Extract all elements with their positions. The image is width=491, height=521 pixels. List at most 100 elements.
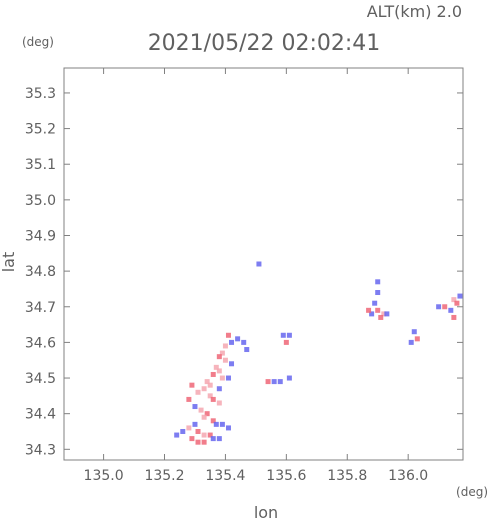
echo-point xyxy=(201,414,207,420)
y-tick-label: 35.0 xyxy=(25,193,56,209)
x-axis-label: lon xyxy=(254,503,278,521)
echo-point xyxy=(229,361,235,367)
x-tick-label: 136.0 xyxy=(388,468,428,484)
echo-point xyxy=(216,436,222,442)
x-tick-label: 135.8 xyxy=(327,468,367,484)
echo-point xyxy=(210,371,216,377)
echo-point xyxy=(448,307,454,313)
y-tick-label: 35.2 xyxy=(25,122,56,138)
echo-point xyxy=(195,428,201,434)
echo-point xyxy=(225,375,231,381)
echo-point xyxy=(384,311,390,317)
y-tick-label: 34.5 xyxy=(25,371,56,387)
echo-point xyxy=(271,379,277,385)
plot-frame xyxy=(63,67,464,461)
x-tick-label: 135.6 xyxy=(266,468,306,484)
echo-point xyxy=(451,297,457,303)
echo-point xyxy=(216,400,222,406)
echo-point xyxy=(366,307,372,313)
echo-point xyxy=(222,357,228,363)
echo-point xyxy=(283,339,289,345)
echo-point xyxy=(286,332,292,338)
echo-point xyxy=(286,375,292,381)
echo-point xyxy=(201,386,207,392)
echo-point xyxy=(174,432,180,438)
echo-point xyxy=(256,261,262,267)
echo-point xyxy=(219,421,225,427)
y-tick-label: 35.1 xyxy=(25,157,56,173)
echo-point xyxy=(414,336,420,342)
echo-point xyxy=(375,307,381,313)
echo-point xyxy=(210,418,216,424)
echo-point xyxy=(265,379,271,385)
echo-point xyxy=(207,432,213,438)
echo-point xyxy=(219,375,225,381)
echo-point xyxy=(378,314,384,320)
y-tick-label: 34.3 xyxy=(25,442,56,458)
echo-point xyxy=(195,389,201,395)
x-unit-label: (deg) xyxy=(456,485,488,499)
echo-point xyxy=(451,314,457,320)
echo-point xyxy=(375,279,381,285)
x-tick-label: 135.0 xyxy=(84,468,124,484)
echo-point xyxy=(204,379,210,385)
echo-point xyxy=(241,339,247,345)
echo-point xyxy=(436,304,442,310)
echo-point xyxy=(189,436,195,442)
echo-point xyxy=(235,336,241,342)
echo-point xyxy=(207,393,213,399)
y-tick-label: 35.3 xyxy=(25,86,56,102)
y-tick-label: 34.8 xyxy=(25,264,56,280)
y-tick-label: 34.4 xyxy=(25,407,56,423)
echo-point xyxy=(189,382,195,388)
echo-point xyxy=(244,347,250,353)
echo-point xyxy=(375,290,381,296)
echo-point xyxy=(216,354,222,360)
echo-point xyxy=(225,332,231,338)
echo-point xyxy=(442,304,448,310)
echo-point xyxy=(198,407,204,413)
y-tick-label: 34.9 xyxy=(25,228,56,244)
y-unit-label: (deg) xyxy=(22,35,54,49)
echo-point xyxy=(216,386,222,392)
echo-point xyxy=(229,339,235,345)
echo-points xyxy=(174,261,463,445)
echo-point xyxy=(192,404,198,410)
echo-point xyxy=(201,439,207,445)
echo-point xyxy=(186,396,192,402)
echo-point xyxy=(381,311,387,317)
echo-point xyxy=(369,311,375,317)
echo-point xyxy=(372,300,378,306)
y-tick-label: 34.7 xyxy=(25,300,56,316)
chart-title: 2021/05/22 02:02:41 xyxy=(148,31,381,56)
echo-point xyxy=(222,343,228,349)
echo-point xyxy=(280,332,286,338)
x-axis: 135.0 135.2 135.4 135.6 135.8 136.0 xyxy=(84,68,428,484)
y-tick-label: 34.6 xyxy=(25,335,56,351)
echo-point xyxy=(225,425,231,431)
echo-point xyxy=(210,436,216,442)
echo-point xyxy=(213,421,219,427)
echo-point xyxy=(186,425,192,431)
echo-point xyxy=(192,421,198,427)
echo-point xyxy=(277,379,283,385)
echo-point xyxy=(195,439,201,445)
y-axis-label: lat xyxy=(0,252,18,273)
echo-point xyxy=(201,432,207,438)
x-tick-label: 135.2 xyxy=(144,468,184,484)
y-axis: 34.3 34.4 34.5 34.6 34.7 34.8 34.9 35.0 35.1 35.2… xyxy=(25,86,463,458)
echo-point xyxy=(207,382,213,388)
echo-point xyxy=(216,368,222,374)
x-tick-label: 135.4 xyxy=(205,468,245,484)
echo-point xyxy=(411,329,417,335)
echo-point xyxy=(219,350,225,356)
echo-point xyxy=(213,364,219,370)
echo-point xyxy=(210,396,216,402)
echo-point xyxy=(204,411,210,417)
echo-point xyxy=(457,293,463,299)
echo-point xyxy=(180,428,186,434)
echo-point xyxy=(408,339,414,345)
echo-point xyxy=(454,300,460,306)
altitude-label: ALT(km) 2.0 xyxy=(367,2,462,21)
